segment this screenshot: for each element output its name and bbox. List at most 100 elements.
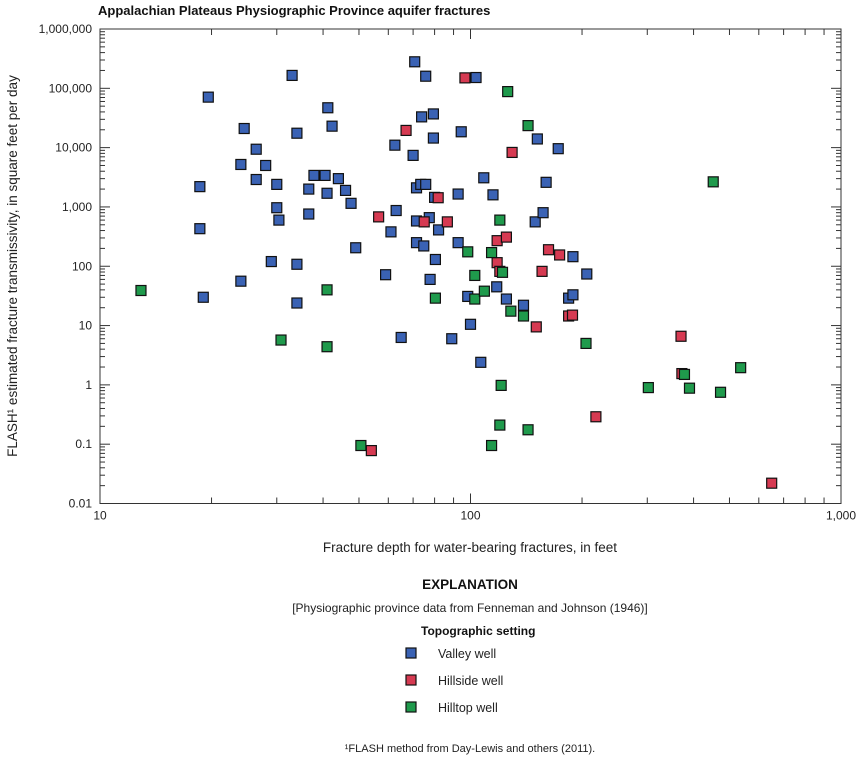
point-hillside-well — [536, 265, 548, 277]
point-valley-well — [271, 202, 283, 214]
legend-marker — [405, 674, 417, 686]
point-valley-well — [271, 178, 283, 190]
point-valley-well — [424, 273, 436, 286]
point-valley-well — [407, 149, 419, 161]
legend-label: Hilltop well — [438, 701, 498, 715]
point-valley-well — [531, 133, 543, 145]
point-hilltop-well — [495, 379, 507, 391]
point-hillside-well — [500, 231, 513, 243]
point-hilltop-well — [735, 362, 747, 374]
chart-title: Appalachian Plateaus Physiographic Provi… — [98, 3, 490, 18]
data-points — [135, 56, 778, 489]
point-valley-well — [202, 91, 214, 103]
point-hilltop-well — [642, 381, 654, 394]
point-hilltop-well — [469, 269, 481, 282]
point-hillside-well — [554, 249, 566, 261]
point-valley-well — [537, 207, 549, 219]
point-hilltop-well — [502, 86, 514, 98]
point-hilltop-well — [522, 120, 534, 132]
point-valley-well — [475, 356, 487, 368]
legend-item-hilltop-well: Hilltop well — [405, 701, 498, 715]
point-valley-well — [529, 216, 541, 228]
point-valley-well — [235, 275, 247, 287]
point-valley-well — [487, 189, 499, 201]
point-hilltop-well — [522, 424, 534, 436]
y-tick-label: 0.01 — [69, 497, 93, 511]
legend-label: Valley well — [438, 647, 496, 661]
point-hilltop-well — [321, 341, 333, 353]
point-hillside-well — [400, 124, 412, 137]
y-tick-label: 10 — [79, 319, 93, 333]
point-valley-well — [432, 224, 445, 236]
point-valley-well — [321, 187, 333, 199]
legend-title: Topographic setting — [421, 624, 535, 638]
explanation-heading: EXPLANATION — [422, 577, 518, 592]
point-valley-well — [455, 126, 467, 138]
point-valley-well — [303, 183, 315, 195]
point-valley-well — [395, 331, 407, 344]
y-tick-label: 1 — [85, 378, 92, 392]
point-hilltop-well — [321, 284, 333, 296]
point-valley-well — [339, 184, 352, 197]
point-valley-well — [385, 226, 397, 238]
point-hillside-well — [432, 192, 444, 204]
y-tick-label: 10,000 — [55, 141, 92, 155]
point-hillside-well — [506, 146, 518, 159]
y-tick-label: 100 — [72, 259, 92, 273]
series-hilltop-well — [135, 86, 747, 452]
point-valley-well — [452, 188, 464, 200]
point-hillside-well — [373, 211, 385, 223]
point-hillside-well — [530, 321, 542, 333]
point-valley-well — [322, 102, 334, 114]
point-valley-well — [429, 253, 441, 266]
point-valley-well — [260, 159, 272, 172]
point-valley-well — [345, 197, 357, 209]
point-hillside-well — [459, 72, 471, 84]
y-tick-label: 1,000,000 — [39, 22, 93, 36]
point-valley-well — [420, 70, 432, 82]
point-valley-well — [350, 242, 362, 254]
point-hillside-well — [542, 244, 555, 256]
point-hilltop-well — [469, 293, 481, 305]
point-valley-well — [427, 108, 439, 120]
point-hilltop-well — [429, 292, 441, 304]
point-hillside-well — [590, 411, 602, 423]
x-tick-label: 10 — [93, 509, 107, 523]
point-hilltop-well — [485, 439, 498, 452]
point-valley-well — [409, 56, 421, 68]
axes: 10 100 1,0001,000,000100,00010,0001,000100… — [39, 22, 857, 523]
point-valley-well — [491, 281, 503, 293]
point-valley-well — [478, 172, 490, 184]
point-valley-well — [265, 255, 277, 268]
point-valley-well — [416, 111, 428, 123]
point-valley-well — [291, 127, 303, 139]
point-hilltop-well — [580, 337, 592, 350]
point-valley-well — [332, 173, 344, 185]
point-valley-well — [581, 268, 593, 280]
point-hilltop-well — [683, 382, 696, 394]
point-hillside-well — [566, 309, 579, 321]
point-hilltop-well — [505, 305, 517, 317]
point-hilltop-well — [494, 214, 506, 226]
point-valley-well — [194, 181, 206, 193]
x-tick-label: 1,000 — [826, 509, 856, 523]
point-valley-well — [308, 169, 320, 182]
point-hilltop-well — [678, 368, 691, 381]
point-valley-well — [194, 223, 206, 235]
point-hillside-well — [491, 235, 503, 247]
point-valley-well — [390, 204, 402, 217]
point-valley-well — [500, 293, 513, 305]
point-hilltop-well — [355, 439, 367, 452]
point-valley-well — [567, 289, 579, 301]
y-tick-label: 100,000 — [49, 81, 93, 95]
legend-item-valley-well: Valley well — [405, 647, 496, 661]
point-hillside-well — [365, 444, 377, 457]
legend-item-hillside-well: Hillside well — [405, 674, 503, 688]
point-hilltop-well — [496, 266, 509, 278]
footnote: ¹FLASH method from Day-Lewis and others … — [345, 743, 595, 755]
point-valley-well — [464, 318, 477, 330]
point-hillside-well — [441, 216, 453, 228]
point-valley-well — [250, 143, 262, 155]
point-hilltop-well — [275, 334, 287, 346]
